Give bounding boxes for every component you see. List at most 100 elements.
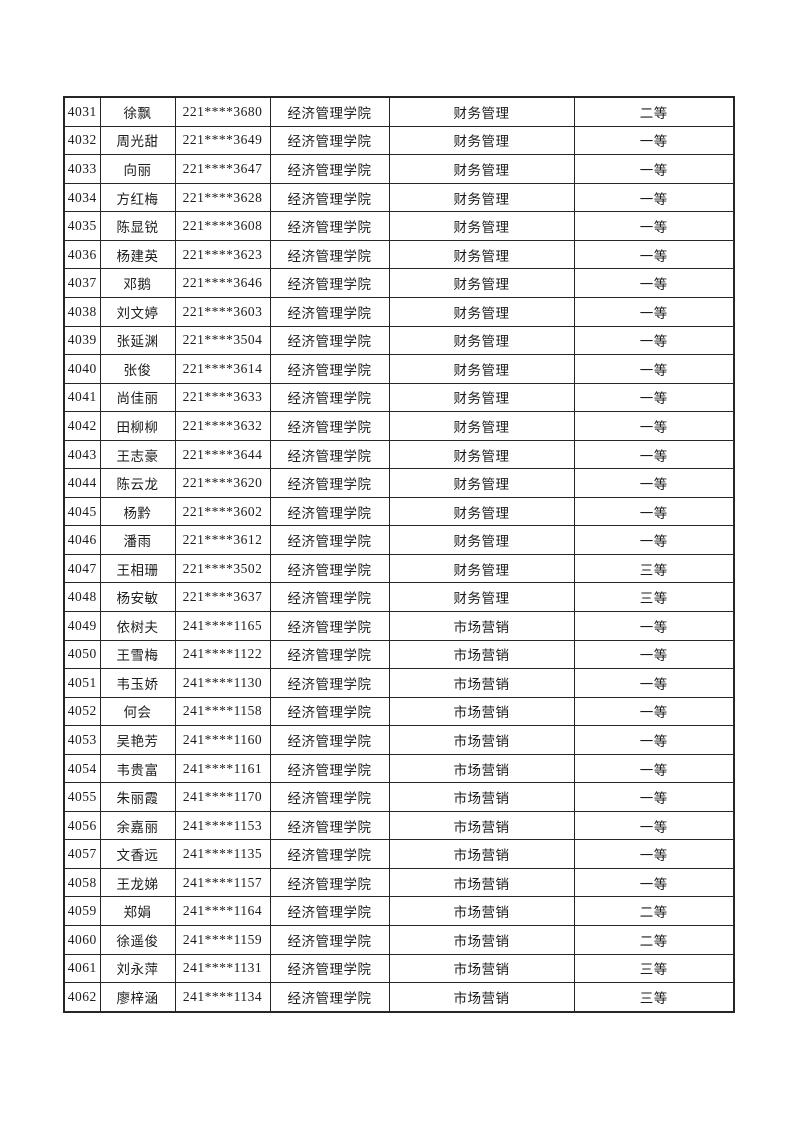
- cell-name: 依树夫: [99, 611, 176, 641]
- cell-college: 经济管理学院: [269, 268, 390, 298]
- cell-student-id: 241****1160: [174, 725, 271, 755]
- cell-serial: 4058: [63, 867, 101, 898]
- cell-name: 王志豪: [99, 439, 176, 470]
- cell-serial: 4042: [63, 411, 101, 441]
- cell-award: 一等: [573, 382, 735, 413]
- cell-college: 经济管理学院: [269, 696, 390, 727]
- cell-serial: 4031: [63, 96, 101, 127]
- cell-name: 邓鹅: [99, 268, 176, 298]
- cell-college: 经济管理学院: [269, 125, 390, 156]
- cell-name: 文香远: [99, 839, 176, 869]
- table-row: 4047 王相珊 221****3502 经济管理学院 财务管理 三等: [63, 553, 735, 584]
- cell-award: 一等: [573, 154, 735, 184]
- cell-award: 一等: [573, 239, 735, 270]
- cell-major: 市场营销: [388, 639, 575, 670]
- cell-serial: 4061: [63, 953, 101, 984]
- cell-student-id: 241****1164: [174, 896, 271, 927]
- cell-college: 经济管理学院: [269, 96, 390, 127]
- cell-serial: 4038: [63, 297, 101, 327]
- cell-major: 财务管理: [388, 96, 575, 127]
- cell-name: 刘文婷: [99, 297, 176, 327]
- cell-name: 向丽: [99, 154, 176, 184]
- cell-major: 市场营销: [388, 668, 575, 698]
- cell-award: 二等: [573, 96, 735, 127]
- cell-name: 潘雨: [99, 525, 176, 555]
- cell-award: 二等: [573, 925, 735, 955]
- cell-college: 经济管理学院: [269, 182, 390, 213]
- cell-college: 经济管理学院: [269, 354, 390, 384]
- cell-award: 一等: [573, 468, 735, 498]
- cell-name: 田柳柳: [99, 411, 176, 441]
- cell-major: 市场营销: [388, 925, 575, 955]
- cell-award: 一等: [573, 268, 735, 298]
- cell-major: 市场营销: [388, 982, 575, 1013]
- cell-college: 经济管理学院: [269, 982, 390, 1013]
- cell-college: 经济管理学院: [269, 725, 390, 755]
- cell-major: 财务管理: [388, 154, 575, 184]
- cell-major: 财务管理: [388, 525, 575, 555]
- table-row: 4061 刘永萍 241****1131 经济管理学院 市场营销 三等: [63, 953, 735, 984]
- table-row: 4043 王志豪 221****3644 经济管理学院 财务管理 一等: [63, 439, 735, 470]
- cell-serial: 4043: [63, 439, 101, 470]
- cell-college: 经济管理学院: [269, 925, 390, 955]
- award-table: 4031 徐飘 221****3680 经济管理学院 财务管理 二等 4032 周光甜 221*…: [63, 96, 735, 1013]
- cell-college: 经济管理学院: [269, 782, 390, 812]
- cell-college: 经济管理学院: [269, 382, 390, 413]
- cell-award: 一等: [573, 696, 735, 727]
- cell-name: 尚佳丽: [99, 382, 176, 413]
- table-row: 4034 方红梅 221****3628 经济管理学院 财务管理 一等: [63, 182, 735, 213]
- cell-award: 三等: [573, 553, 735, 584]
- cell-award: 一等: [573, 782, 735, 812]
- cell-award: 二等: [573, 896, 735, 927]
- cell-serial: 4044: [63, 468, 101, 498]
- cell-serial: 4057: [63, 839, 101, 869]
- cell-major: 财务管理: [388, 325, 575, 356]
- cell-award: 一等: [573, 867, 735, 898]
- cell-college: 经济管理学院: [269, 325, 390, 356]
- cell-award: 一等: [573, 325, 735, 356]
- cell-serial: 4033: [63, 154, 101, 184]
- cell-major: 市场营销: [388, 725, 575, 755]
- cell-name: 方红梅: [99, 182, 176, 213]
- cell-name: 吴艳芳: [99, 725, 176, 755]
- cell-student-id: 221****3612: [174, 525, 271, 555]
- cell-student-id: 241****1131: [174, 953, 271, 984]
- cell-major: 市场营销: [388, 867, 575, 898]
- cell-major: 财务管理: [388, 439, 575, 470]
- table-body: 4031 徐飘 221****3680 经济管理学院 财务管理 二等 4032 周光甜 221*…: [63, 96, 735, 1013]
- cell-major: 财务管理: [388, 182, 575, 213]
- cell-student-id: 221****3646: [174, 268, 271, 298]
- cell-name: 周光甜: [99, 125, 176, 156]
- cell-student-id: 221****3632: [174, 411, 271, 441]
- cell-student-id: 221****3602: [174, 496, 271, 527]
- cell-serial: 4035: [63, 211, 101, 241]
- table-row: 4045 杨黔 221****3602 经济管理学院 财务管理 一等: [63, 496, 735, 527]
- cell-college: 经济管理学院: [269, 611, 390, 641]
- cell-award: 一等: [573, 753, 735, 784]
- cell-award: 一等: [573, 611, 735, 641]
- cell-name: 张俊: [99, 354, 176, 384]
- cell-student-id: 221****3603: [174, 297, 271, 327]
- cell-award: 一等: [573, 182, 735, 213]
- cell-student-id: 241****1130: [174, 668, 271, 698]
- cell-major: 市场营销: [388, 896, 575, 927]
- cell-college: 经济管理学院: [269, 953, 390, 984]
- cell-serial: 4054: [63, 753, 101, 784]
- cell-name: 杨黔: [99, 496, 176, 527]
- cell-student-id: 241****1161: [174, 753, 271, 784]
- table-row: 4040 张俊 221****3614 经济管理学院 财务管理 一等: [63, 354, 735, 384]
- table-row: 4033 向丽 221****3647 经济管理学院 财务管理 一等: [63, 154, 735, 184]
- cell-name: 陈云龙: [99, 468, 176, 498]
- cell-name: 刘永萍: [99, 953, 176, 984]
- cell-serial: 4034: [63, 182, 101, 213]
- cell-college: 经济管理学院: [269, 839, 390, 869]
- cell-serial: 4032: [63, 125, 101, 156]
- cell-college: 经济管理学院: [269, 753, 390, 784]
- cell-college: 经济管理学院: [269, 154, 390, 184]
- cell-student-id: 221****3647: [174, 154, 271, 184]
- table-row: 4059 郑娟 241****1164 经济管理学院 市场营销 二等: [63, 896, 735, 927]
- cell-college: 经济管理学院: [269, 211, 390, 241]
- cell-major: 财务管理: [388, 496, 575, 527]
- cell-award: 一等: [573, 525, 735, 555]
